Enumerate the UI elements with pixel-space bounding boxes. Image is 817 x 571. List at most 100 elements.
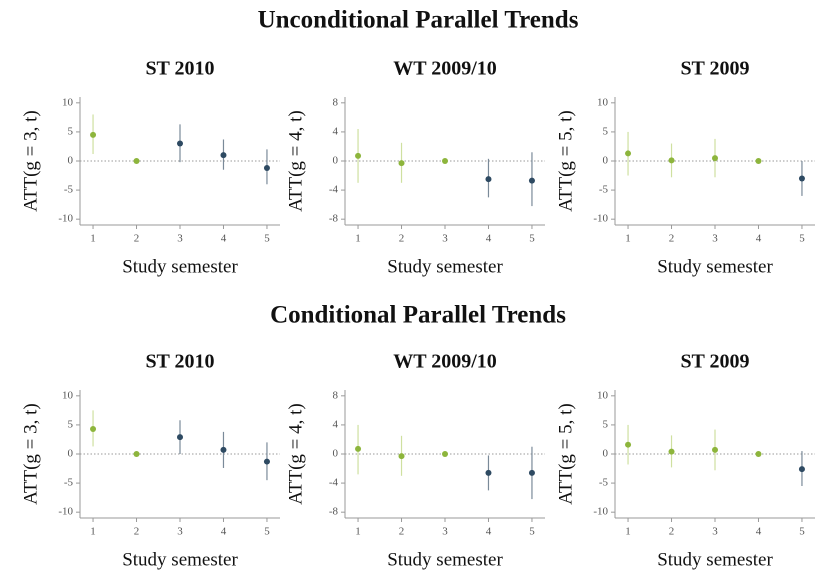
x-tick-label: 2 (134, 233, 140, 245)
x-tick-label: 4 (486, 526, 492, 538)
point (442, 158, 448, 164)
x-tick-label: 1 (355, 526, 361, 538)
section-heading: Conditional Parallel Trends (270, 302, 566, 329)
y-tick-label: -5 (599, 184, 609, 196)
x-tick-label: 5 (799, 526, 805, 538)
y-tick-label: -5 (64, 477, 74, 489)
y-axis-label: ATT(g = 4, t) (285, 110, 306, 211)
point (355, 152, 362, 159)
y-tick-label: 0 (603, 155, 609, 167)
x-tick-label: 5 (529, 233, 535, 245)
point (798, 466, 805, 473)
y-tick-label: 10 (597, 389, 609, 401)
point (528, 177, 535, 184)
x-tick-label: 4 (221, 526, 227, 538)
y-axis-label: ATT(g = 5, t) (555, 110, 576, 211)
y-tick-label: -10 (593, 506, 608, 518)
y-tick-label: 0 (603, 448, 609, 460)
y-tick-label: -10 (58, 213, 73, 225)
x-tick-label: 3 (712, 233, 718, 245)
x-tick-label: 3 (442, 526, 448, 538)
point (177, 140, 183, 147)
y-axis-label: ATT(g = 3, t) (20, 403, 41, 504)
panel-title: WT 2009/10 (393, 351, 497, 373)
y-tick-label: 4 (333, 418, 339, 430)
y-tick-label: -8 (329, 506, 339, 518)
point (755, 451, 762, 457)
panel-title: ST 2009 (680, 58, 749, 80)
y-tick-label: 10 (62, 389, 74, 401)
y-tick-label: 5 (603, 418, 609, 430)
y-tick-label: -10 (593, 213, 608, 225)
x-tick-label: 4 (756, 526, 762, 538)
y-tick-label: 5 (603, 125, 609, 137)
y-axis-label: ATT(g = 5, t) (555, 403, 576, 504)
x-tick-label: 2 (669, 526, 675, 538)
panel: WT 2009/10 Study semester ATT(g = 4, t) -8 -… (285, 58, 545, 277)
x-tick-label: 3 (177, 233, 183, 245)
y-tick-label: -5 (599, 477, 609, 489)
point (798, 175, 805, 182)
panel: ST 2009 Study semester ATT(g = 5, t) -10 -5 0… (555, 351, 815, 570)
y-tick-label: -10 (58, 506, 73, 518)
y-tick-label: 0 (333, 448, 339, 460)
point (528, 469, 535, 476)
y-tick-label: -4 (329, 477, 339, 489)
x-tick-label: 5 (799, 233, 805, 245)
point (90, 131, 97, 138)
y-tick-label: 0 (68, 448, 74, 460)
point (220, 446, 227, 453)
panel: WT 2009/10 Study semester ATT(g = 4, t) -8 -… (285, 351, 545, 570)
x-tick-label: 1 (90, 526, 96, 538)
point (355, 445, 362, 452)
panel: ST 2010 Study semester ATT(g = 3, t) -10 -5 0… (20, 58, 280, 277)
x-tick-label: 4 (221, 233, 227, 245)
x-tick-label: 3 (442, 233, 448, 245)
point (398, 453, 405, 460)
x-tick-label: 2 (399, 526, 405, 538)
x-tick-label: 2 (399, 233, 405, 245)
y-tick-label: 4 (333, 125, 339, 137)
x-tick-label: 5 (529, 526, 535, 538)
y-tick-label: 10 (62, 96, 74, 108)
panel-title: ST 2010 (145, 58, 214, 80)
panel: ST 2009 Study semester ATT(g = 5, t) -10 -5 0… (555, 58, 815, 277)
point (263, 458, 270, 465)
point (133, 158, 140, 164)
point (263, 164, 270, 171)
y-tick-label: 5 (68, 125, 74, 137)
x-axis-label: Study semester (387, 256, 503, 277)
y-tick-label: 10 (597, 96, 609, 108)
point (668, 448, 675, 455)
y-tick-label: -8 (329, 213, 339, 225)
x-tick-label: 4 (486, 233, 492, 245)
point (177, 434, 183, 441)
point (712, 155, 718, 162)
point (625, 441, 632, 448)
panel-title: WT 2009/10 (393, 58, 497, 80)
y-axis-label: ATT(g = 3, t) (20, 110, 41, 211)
y-tick-label: 0 (333, 155, 339, 167)
x-tick-label: 5 (264, 526, 270, 538)
panel: ST 2010 Study semester ATT(g = 3, t) -10 -5 0… (20, 351, 280, 570)
y-axis-label: ATT(g = 4, t) (285, 403, 306, 504)
point (90, 425, 97, 432)
y-tick-label: 8 (333, 96, 339, 108)
y-tick-label: 8 (333, 389, 339, 401)
y-tick-label: -5 (64, 184, 74, 196)
x-tick-label: 2 (669, 233, 675, 245)
x-tick-label: 3 (177, 526, 183, 538)
y-tick-label: 0 (68, 155, 74, 167)
x-tick-label: 1 (90, 233, 96, 245)
point (712, 446, 718, 453)
point (668, 157, 675, 164)
x-tick-label: 1 (625, 526, 631, 538)
x-tick-label: 1 (625, 233, 631, 245)
x-tick-label: 2 (134, 526, 140, 538)
point (485, 469, 492, 476)
point (755, 158, 762, 164)
point (485, 176, 492, 183)
x-tick-label: 5 (264, 233, 270, 245)
x-tick-label: 3 (712, 526, 718, 538)
y-tick-label: 5 (68, 418, 74, 430)
